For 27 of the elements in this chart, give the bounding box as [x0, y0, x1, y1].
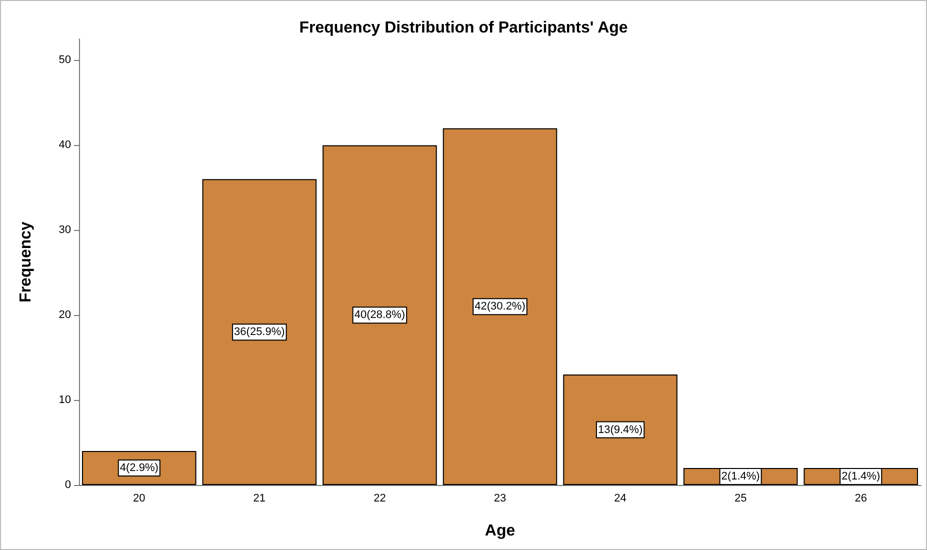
x-tick-label: 23	[494, 492, 506, 504]
y-tick-label: 40	[58, 139, 71, 152]
bar	[202, 179, 317, 485]
x-tick-label: 24	[614, 492, 626, 504]
data-label: 42(30.2%)	[474, 300, 526, 313]
y-axis-title: Frequency	[18, 221, 34, 302]
data-label: 40(28.8%)	[354, 309, 406, 322]
y-tick-label: 10	[58, 394, 71, 406]
y-tick-label: 30	[58, 224, 71, 236]
x-axis-title: Age	[484, 522, 516, 540]
y-tick-label: 50	[58, 54, 71, 66]
data-label: 2(1.4%)	[842, 470, 880, 483]
data-label: 13(9.4%)	[598, 424, 643, 436]
data-label: 4(2.9%)	[120, 462, 158, 474]
y-tick-label: 0	[64, 479, 71, 491]
data-label: 36(25.9%)	[234, 326, 285, 338]
x-tick-label: 20	[133, 492, 146, 504]
x-tick-label: 26	[854, 492, 867, 504]
bar	[442, 128, 558, 485]
x-tick-label: 22	[374, 492, 386, 504]
x-tick-label: 21	[253, 492, 266, 504]
bar	[563, 374, 678, 485]
y-tick-label: 20	[58, 309, 71, 322]
bar	[322, 145, 437, 485]
data-label: 2(1.4%)	[721, 470, 760, 483]
x-tick-label: 25	[734, 492, 747, 504]
chart-title: Frequency Distribution of Participants' Age	[299, 20, 628, 36]
